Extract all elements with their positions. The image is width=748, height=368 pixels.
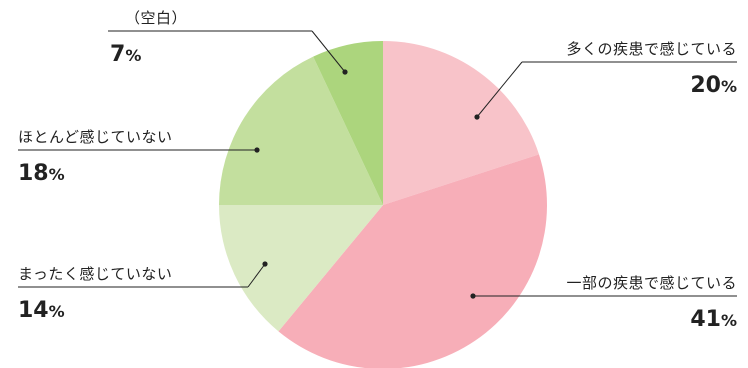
slice-value-label: 14%	[18, 298, 65, 323]
slice-annotation-1: 多くの疾患で感じている 20%	[474, 40, 737, 120]
slice-annotation-5: （空白） 7%	[108, 9, 348, 75]
slice-label: （空白）	[125, 9, 187, 27]
leader-dot	[474, 114, 480, 120]
leader-dot	[470, 293, 476, 299]
leader-line	[476, 61, 523, 118]
slice-annotation-2: 一部の疾患で感じている 41%	[470, 274, 737, 332]
slice-label: ほとんど感じていない	[18, 128, 173, 146]
pie-annotations: 多くの疾患で感じている 20% 一部の疾患で感じている 41% まったく感じていない 14…	[18, 9, 737, 332]
leader-dot	[254, 147, 260, 153]
pie-slice-4	[219, 56, 383, 205]
slice-annotation-4: ほとんど感じていない 18%	[18, 128, 260, 186]
pie-slice-3	[219, 205, 383, 332]
slice-value-label: 41%	[690, 307, 737, 332]
leader-dot	[342, 69, 348, 75]
leader-dot	[262, 261, 268, 267]
pie-slice-2	[278, 154, 547, 368]
slice-value-label: 7%	[110, 42, 141, 67]
leader-line	[311, 30, 346, 73]
slice-label: 多くの疾患で感じている	[566, 40, 737, 58]
slice-label: まったく感じていない	[18, 265, 172, 283]
slice-label: 一部の疾患で感じている	[566, 274, 737, 292]
slice-annotation-3: まったく感じていない 14%	[18, 261, 268, 323]
pie-slice-1	[383, 41, 539, 205]
pie-slices	[219, 41, 547, 368]
slice-value-label: 20%	[690, 73, 737, 98]
pie-slice-5	[313, 41, 383, 205]
leader-line	[247, 263, 266, 288]
slice-value-label: 18%	[18, 161, 65, 186]
